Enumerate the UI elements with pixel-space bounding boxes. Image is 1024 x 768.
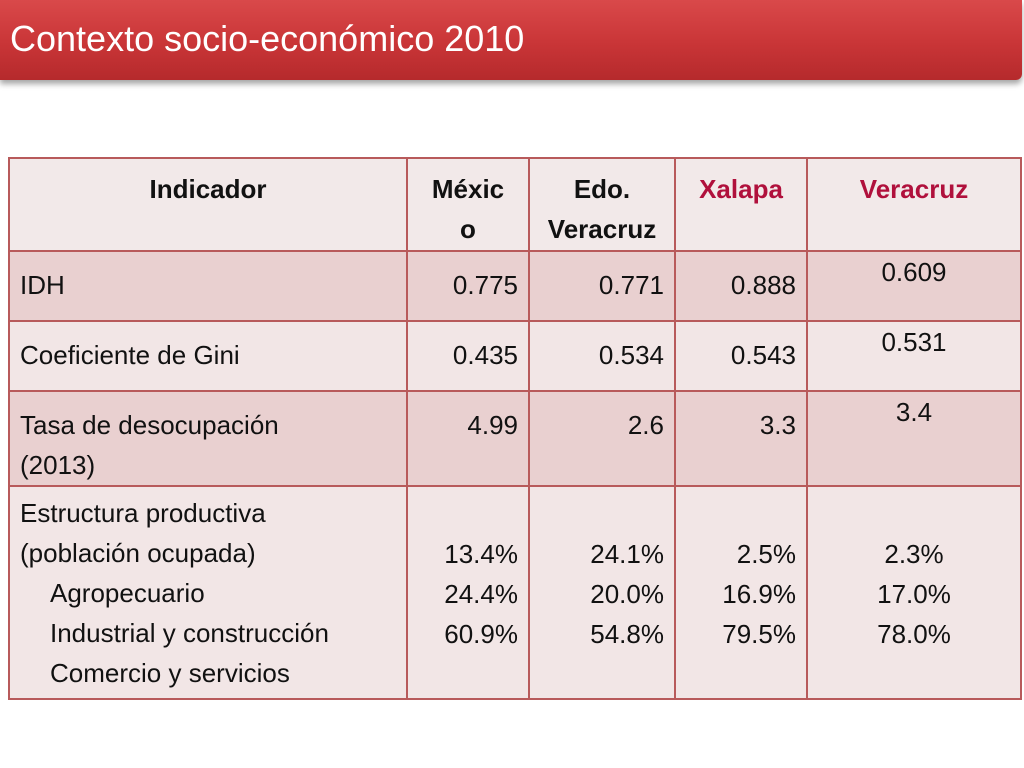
cell-gini-mexico: 0.435	[406, 320, 530, 392]
sublabel-agropecuario: Agropecuario	[50, 578, 205, 608]
cell-idh-veracruz: 0.609	[806, 250, 1022, 322]
row-label-idh: IDH	[8, 250, 408, 322]
cell-estructura-edo: 24.1% 20.0% 54.8%	[528, 485, 676, 700]
cell-estructura-veracruz: 2.3% 17.0% 78.0%	[806, 485, 1022, 700]
header-edo-veracruz: Edo. Veracruz	[528, 157, 676, 252]
header-indicador: Indicador	[8, 157, 408, 252]
cell-gini-edo: 0.534	[528, 320, 676, 392]
row-label-desocupacion: Tasa de desocupación (2013)	[8, 390, 408, 487]
header-veracruz: Veracruz	[806, 157, 1022, 252]
sublabel-industrial: Industrial y construcción	[50, 618, 329, 648]
row-label-gini: Coeficiente de Gini	[8, 320, 408, 392]
cell-estructura-mexico: 13.4% 24.4% 60.9%	[406, 485, 530, 700]
title-bar: Contexto socio-económico 2010	[0, 0, 1022, 80]
table-header-row: Indicador Méxic o Edo. Veracruz Xalapa Ver…	[8, 157, 1022, 252]
cell-idh-xalapa: 0.888	[674, 250, 808, 322]
cell-gini-veracruz: 0.531	[806, 320, 1022, 392]
cell-estructura-xalapa: 2.5% 16.9% 79.5%	[674, 485, 808, 700]
cell-idh-edo: 0.771	[528, 250, 676, 322]
cell-desocupacion-mexico: 4.99	[406, 390, 530, 487]
indicator-table: Indicador Méxic o Edo. Veracruz Xalapa Ver…	[8, 157, 1022, 700]
header-xalapa: Xalapa	[674, 157, 808, 252]
table-row: Tasa de desocupación (2013) 4.99 2.6 3.3 …	[8, 390, 1022, 487]
table-row: Coeficiente de Gini 0.435 0.534 0.543 0.…	[8, 320, 1022, 392]
sublabel-comercio: Comercio y servicios	[50, 658, 290, 688]
cell-desocupacion-xalapa: 3.3	[674, 390, 808, 487]
table-row: Estructura productiva (población ocupada…	[8, 485, 1022, 700]
cell-desocupacion-edo: 2.6	[528, 390, 676, 487]
slide-title: Contexto socio-económico 2010	[10, 18, 525, 59]
table-row: IDH 0.775 0.771 0.888 0.609	[8, 250, 1022, 322]
header-mexico: Méxic o	[406, 157, 530, 252]
cell-desocupacion-veracruz: 3.4	[806, 390, 1022, 487]
cell-gini-xalapa: 0.543	[674, 320, 808, 392]
cell-idh-mexico: 0.775	[406, 250, 530, 322]
row-label-estructura: Estructura productiva (población ocupada…	[8, 485, 408, 700]
